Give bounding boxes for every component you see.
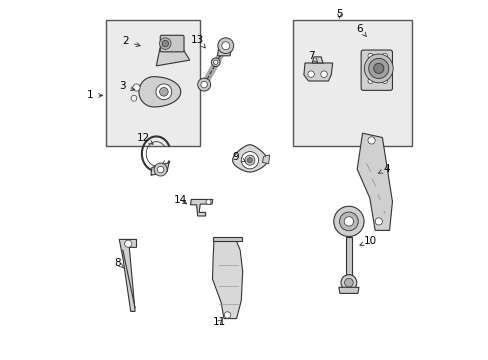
Text: 13: 13 — [191, 35, 205, 48]
Polygon shape — [311, 57, 322, 63]
Circle shape — [159, 87, 168, 96]
Polygon shape — [151, 163, 168, 175]
Polygon shape — [262, 155, 269, 164]
FancyBboxPatch shape — [160, 35, 183, 52]
Circle shape — [382, 53, 386, 58]
Text: 5: 5 — [336, 9, 342, 19]
Circle shape — [382, 78, 386, 84]
Circle shape — [154, 163, 167, 176]
Circle shape — [157, 166, 163, 173]
Circle shape — [340, 275, 356, 291]
Circle shape — [339, 212, 358, 231]
Circle shape — [133, 84, 140, 91]
Text: 12: 12 — [136, 132, 153, 144]
Text: 10: 10 — [359, 236, 376, 246]
Circle shape — [374, 218, 382, 225]
Circle shape — [211, 58, 220, 67]
Circle shape — [131, 95, 137, 101]
Polygon shape — [346, 237, 351, 279]
Bar — [292, 20, 411, 146]
Polygon shape — [213, 237, 242, 241]
Circle shape — [213, 60, 218, 64]
Circle shape — [201, 81, 207, 88]
Circle shape — [367, 78, 372, 84]
Circle shape — [367, 137, 374, 144]
Bar — [106, 20, 199, 146]
Circle shape — [244, 155, 254, 165]
Circle shape — [364, 54, 392, 83]
Circle shape — [333, 206, 363, 237]
Polygon shape — [190, 199, 212, 216]
Circle shape — [222, 42, 229, 50]
Circle shape — [218, 38, 233, 54]
Circle shape — [368, 58, 388, 78]
Polygon shape — [119, 239, 136, 311]
Polygon shape — [303, 63, 332, 81]
Polygon shape — [212, 241, 242, 319]
Text: 7: 7 — [307, 51, 317, 62]
Circle shape — [247, 158, 252, 163]
Circle shape — [367, 53, 372, 58]
FancyBboxPatch shape — [361, 50, 392, 90]
Text: 1: 1 — [87, 90, 102, 100]
Text: 11: 11 — [212, 317, 225, 327]
Polygon shape — [139, 77, 181, 107]
Text: 3: 3 — [119, 81, 134, 91]
Text: 14: 14 — [174, 195, 187, 205]
Polygon shape — [156, 49, 189, 66]
Circle shape — [344, 278, 352, 287]
Polygon shape — [232, 145, 266, 172]
Circle shape — [159, 38, 171, 49]
Text: 2: 2 — [122, 36, 140, 46]
Circle shape — [344, 217, 353, 226]
Circle shape — [307, 71, 314, 77]
Circle shape — [124, 240, 132, 247]
Circle shape — [162, 40, 168, 47]
Text: 8: 8 — [114, 258, 123, 268]
Circle shape — [241, 152, 258, 169]
Circle shape — [320, 71, 326, 77]
Circle shape — [156, 84, 171, 100]
Text: 6: 6 — [356, 24, 366, 36]
Text: 9: 9 — [232, 152, 245, 162]
Polygon shape — [338, 287, 358, 293]
Text: 4: 4 — [377, 164, 389, 174]
Circle shape — [224, 312, 230, 318]
Polygon shape — [217, 44, 231, 56]
Polygon shape — [356, 133, 392, 230]
Circle shape — [205, 199, 211, 204]
Circle shape — [197, 78, 210, 91]
Circle shape — [373, 63, 383, 73]
